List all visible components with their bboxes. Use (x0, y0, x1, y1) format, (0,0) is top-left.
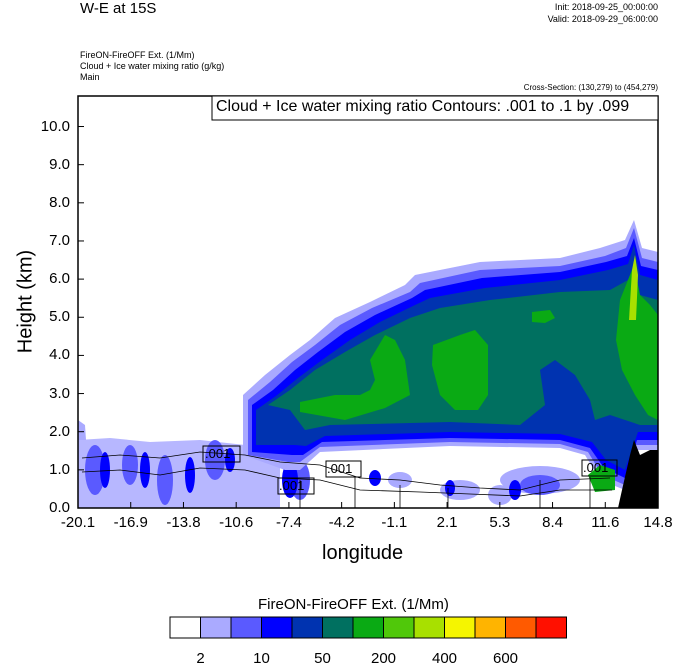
field-label-3: Main (80, 72, 100, 82)
colorbar-swatch (291, 616, 323, 639)
colorbar-swatch (383, 616, 415, 639)
colorbar-label: 400 (431, 650, 458, 667)
x-axis-label: longitude (322, 542, 404, 564)
valid-time: Valid: 2018-09-29_06:00:00 (547, 14, 658, 24)
colorbar-swatch (444, 616, 476, 639)
x-tick-label: -1.1 (381, 514, 408, 531)
x-tick-label: -7.4 (275, 514, 302, 531)
contour-info: Cloud + Ice water mixing ratio Contours:… (216, 98, 630, 115)
colorbar-label: 50 (314, 650, 331, 667)
contour-label: .001 (279, 478, 305, 493)
colorbar-swatch (230, 616, 262, 639)
y-tick-label: 9.0 (49, 155, 70, 173)
x-tick-label: 8.4 (542, 514, 563, 531)
field-label-2: Cloud + Ice water mixing ratio (g/kg) (80, 61, 225, 71)
x-tick-label: 11.6 (591, 514, 620, 531)
colorbar-swatch (535, 616, 567, 639)
colorbar-swatch (169, 616, 201, 639)
x-tick-label: -20.1 (60, 514, 96, 531)
extinction-field (78, 220, 658, 508)
colorbar (169, 616, 567, 639)
cross-section-label: Cross-Section: (130,279) to (454,279) (523, 83, 658, 92)
yellow-core (629, 255, 638, 320)
colorbar-title: FireON-FireOFF Ext. (1/Mm) (258, 596, 449, 613)
contour-label: .001 (583, 460, 609, 475)
contour-label: .001 (327, 461, 353, 476)
x-tick-label: 2.1 (436, 514, 458, 531)
colorbar-swatch (322, 616, 354, 639)
y-tick-label: 7.0 (49, 231, 70, 249)
axis-ticks (77, 126, 659, 509)
y-tick-label: 8.0 (49, 193, 70, 211)
colorbar-label: 600 (492, 650, 519, 667)
y-tick-label: 5.0 (49, 308, 70, 326)
colorbar-swatch (261, 616, 293, 639)
contour-label-boxes (202, 445, 618, 495)
y-tick-label: 10.0 (40, 117, 70, 135)
plot-title: W-E at 15S (80, 0, 157, 17)
colorbar-swatch (200, 616, 232, 639)
field-label-1: FireON-FireOFF Ext. (1/Mm) (80, 50, 195, 60)
contour-info-box (211, 95, 659, 121)
init-time: Init: 2018-09-25_00:00:00 (554, 2, 658, 12)
colorbar-swatch (474, 616, 506, 639)
y-tick-label: 0.0 (49, 499, 70, 516)
x-tick-label: -4.2 (328, 514, 355, 531)
x-tick-label: 14.8 (643, 514, 673, 531)
x-tick-label: -16.9 (113, 514, 148, 531)
colorbar-label: 200 (370, 650, 397, 667)
colorbar-label: 2 (196, 650, 205, 667)
colorbar-swatch (413, 616, 445, 639)
x-tick-label: 5.3 (489, 514, 511, 531)
y-tick-label: 2.0 (49, 422, 70, 440)
colorbar-label: 10 (253, 650, 270, 667)
x-tick-label: -13.8 (166, 514, 201, 531)
colorbar-swatch (352, 616, 384, 639)
colorbar-swatch (505, 616, 537, 639)
y-tick-label: 1.0 (49, 460, 70, 478)
y-axis-label: Height (km) (14, 249, 37, 354)
terrain (618, 440, 658, 508)
y-tick-label: 6.0 (49, 270, 70, 288)
y-tick-label: 3.0 (49, 384, 70, 402)
contour-label: .001 (205, 446, 231, 461)
x-tick-label: -10.6 (219, 514, 254, 531)
y-tick-label: 4.0 (49, 346, 70, 364)
